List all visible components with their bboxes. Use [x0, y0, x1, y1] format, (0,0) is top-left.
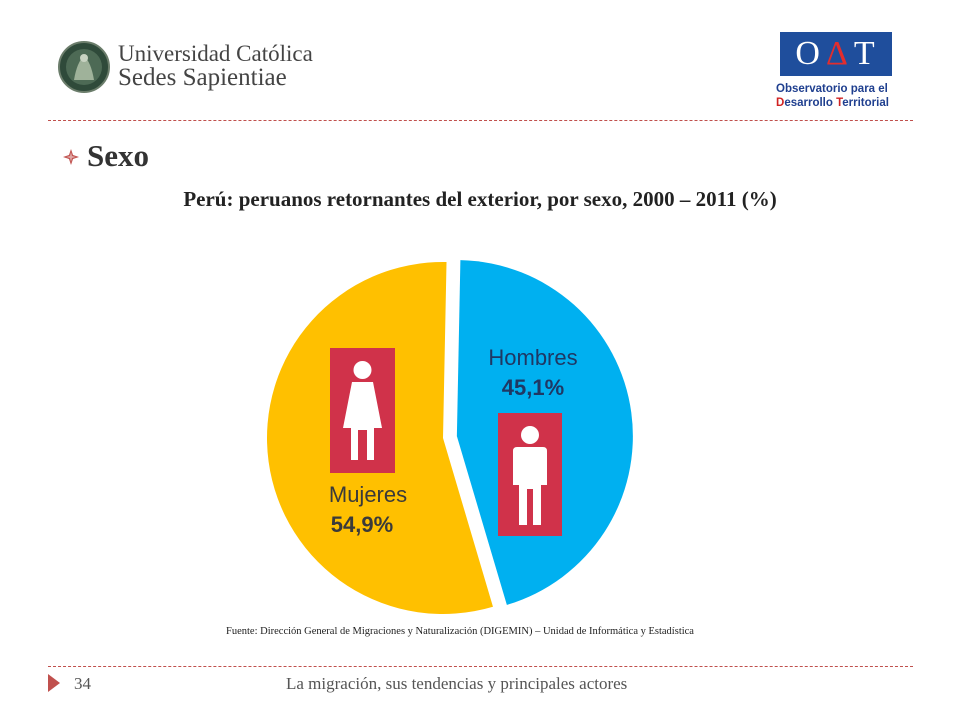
oat-logo-letter-delta: Δ [825, 35, 850, 72]
university-logo [57, 40, 111, 94]
top-divider [48, 120, 913, 121]
university-seal-icon [58, 41, 110, 93]
label-mujeres: Mujeres [329, 482, 407, 507]
diamond-bullet-icon [63, 149, 79, 165]
university-name-line2: Sedes Sapientiae [118, 64, 287, 91]
footer-text: La migración, sus tendencias y principal… [286, 674, 628, 693]
university-name-line1: Universidad Católica [118, 41, 313, 66]
oat-logo: O Δ T [780, 32, 892, 76]
value-hombres: 45,1% [502, 375, 564, 400]
oat-logo-letter-t: T [853, 35, 877, 72]
oat-initial-d: D [776, 97, 785, 109]
oat-text-desarrollo: esarrollo [784, 97, 837, 109]
chart-title: Perú: peruanos retornantes del exterior,… [183, 187, 777, 211]
value-mujeres: 54,9% [331, 512, 393, 537]
oat-text-line2: Desarrollo Territorial [776, 96, 906, 110]
triangle-bullet-icon [48, 674, 60, 692]
male-person-icon [498, 413, 562, 536]
section-title: Sexo [87, 138, 149, 173]
pie-chart: Hombres 45,1% Mujeres 54,9% [267, 260, 633, 614]
oat-logo-text: Observatorio para el Desarrollo Territor… [776, 82, 906, 110]
oat-logo-letter-o: O [795, 35, 822, 72]
bottom-divider [48, 666, 913, 667]
label-hombres: Hombres [488, 345, 577, 370]
chart-source: Fuente: Dirección General de Migraciones… [226, 626, 694, 637]
oat-text-territorial: erritorial [842, 97, 889, 109]
oat-initial-t: T [836, 97, 843, 109]
oat-text-line1: Observatorio para el [776, 83, 888, 95]
female-person-icon [330, 348, 395, 473]
page-number: 34 [74, 674, 91, 693]
university-name: Universidad Católica Sedes Sapientiae [118, 41, 313, 91]
